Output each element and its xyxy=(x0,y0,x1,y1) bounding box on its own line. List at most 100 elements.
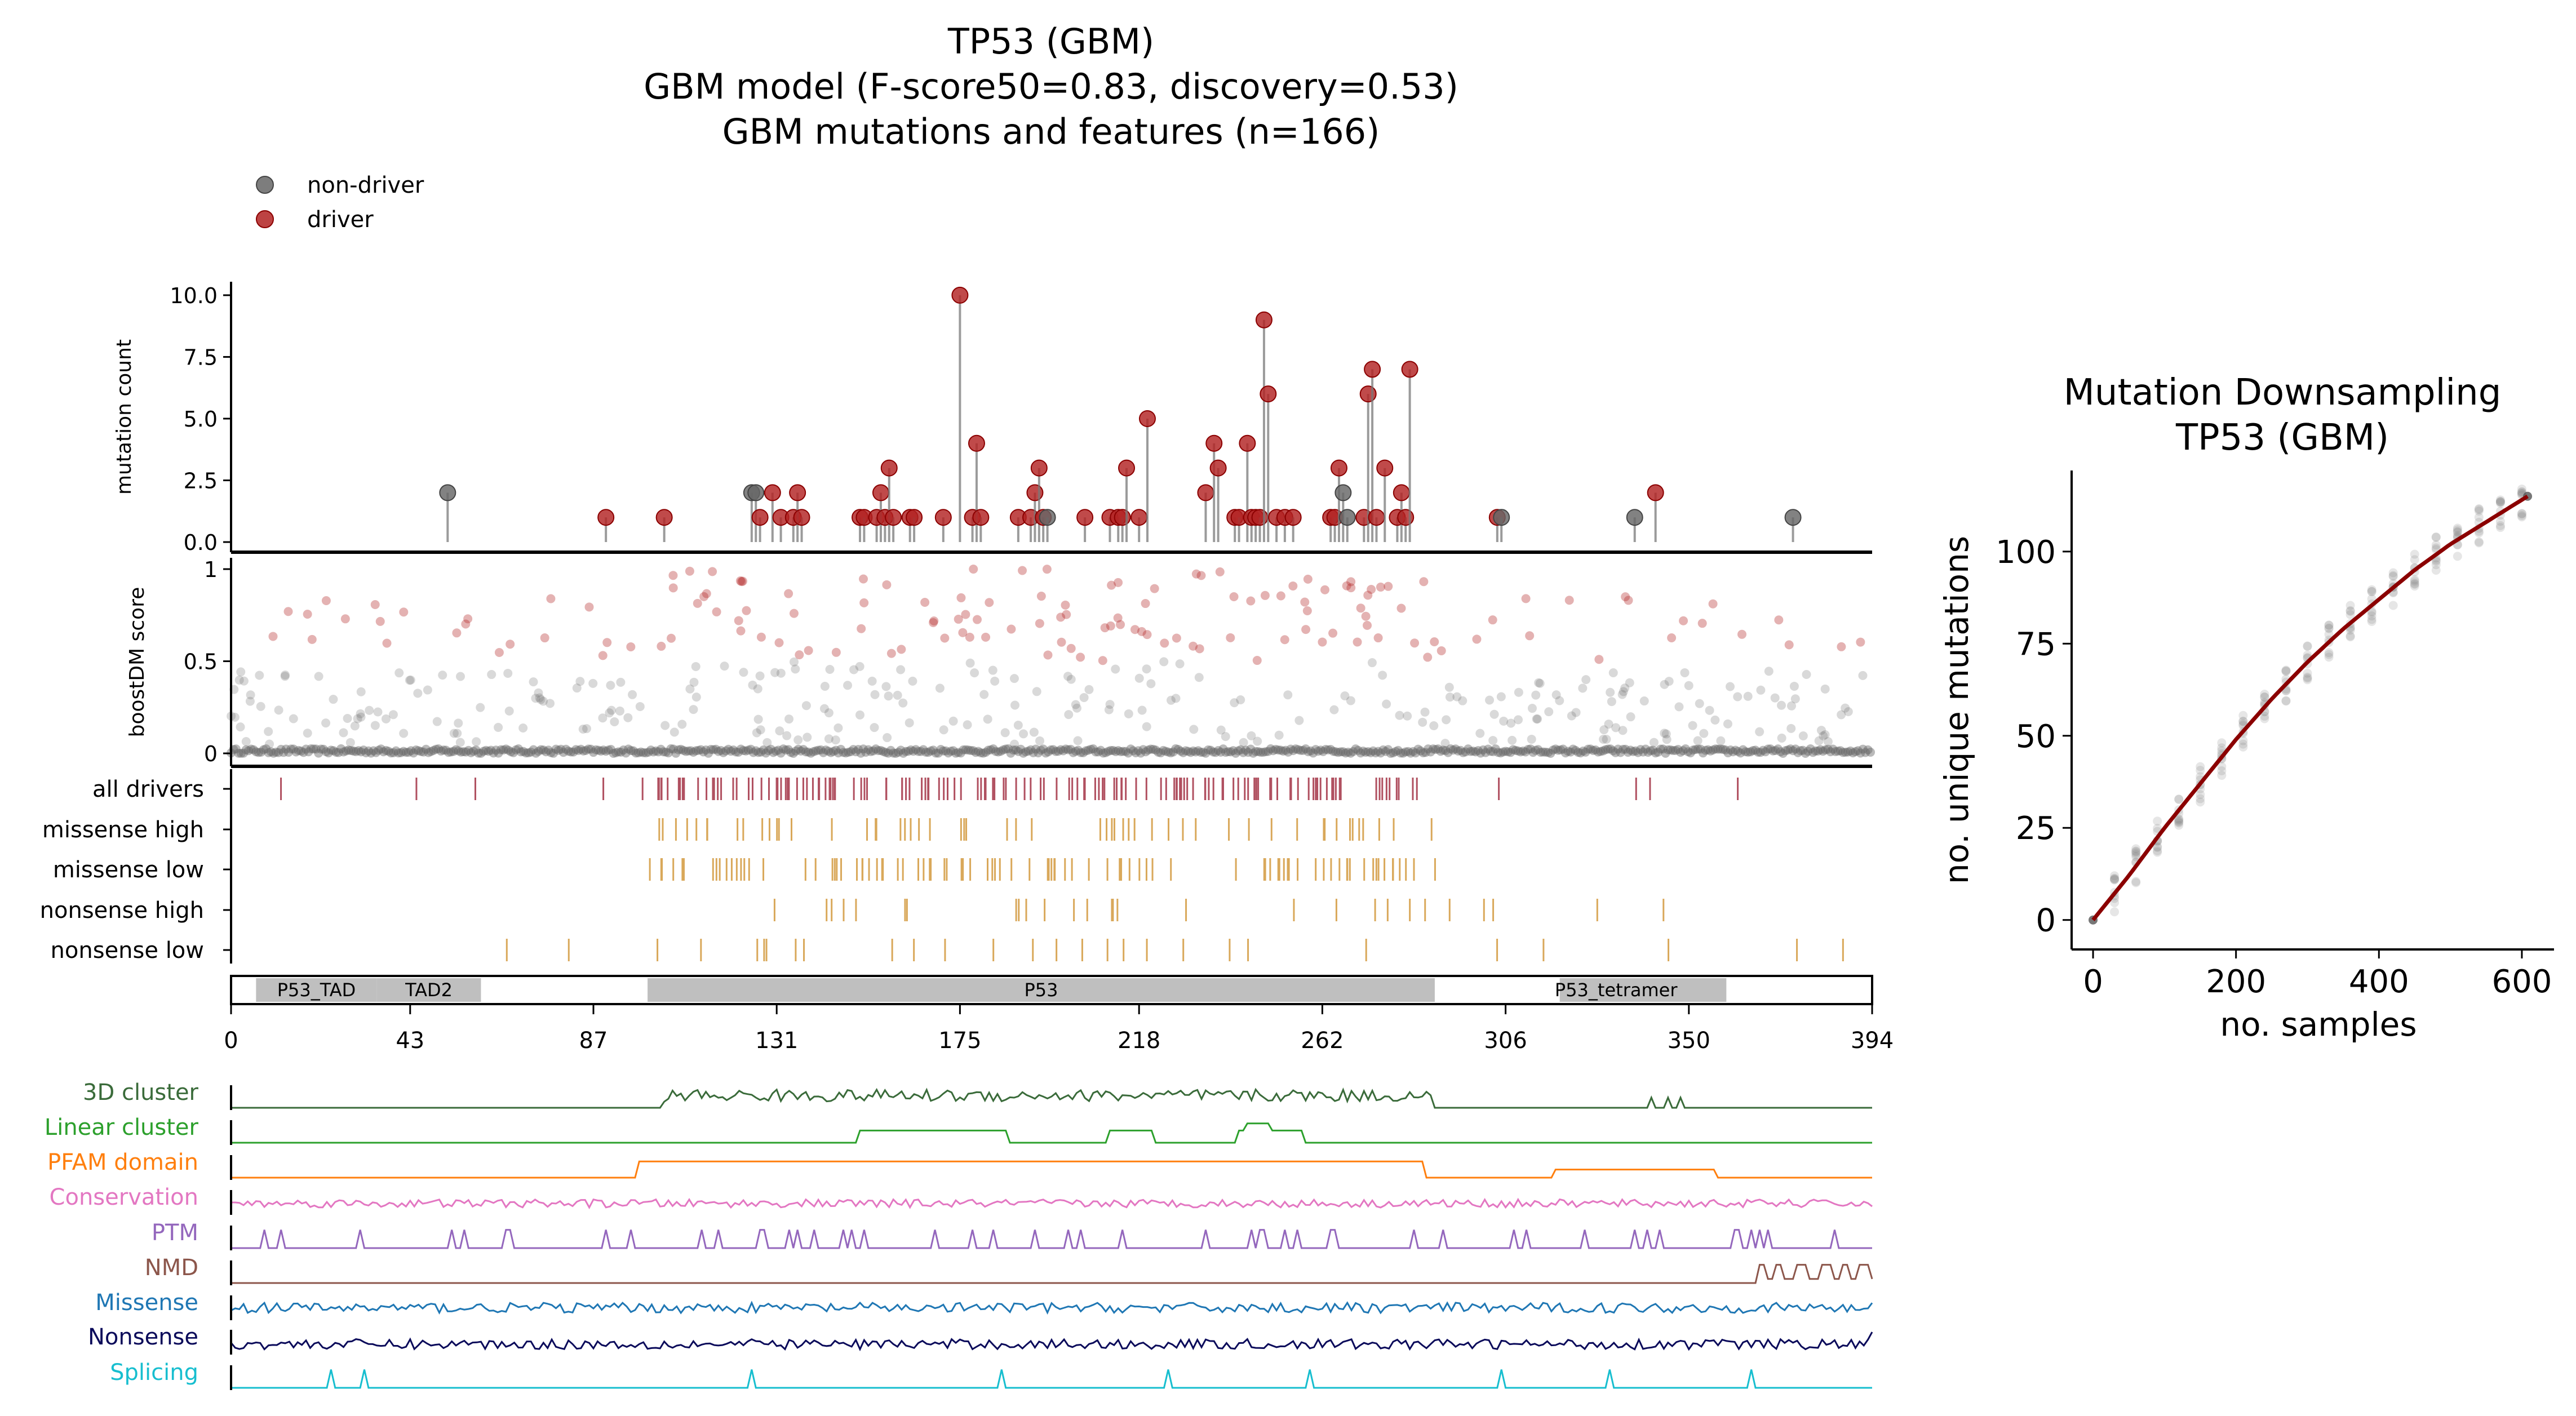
boostdm-point xyxy=(633,748,643,757)
boostdm-point xyxy=(521,748,531,758)
downsampling-sample-point xyxy=(2196,766,2205,775)
downsampling-sample-point xyxy=(2453,523,2462,533)
boostdm-point xyxy=(544,745,553,755)
downsampling-sample-point xyxy=(2110,873,2120,883)
domain-box xyxy=(376,978,481,1002)
boostdm-point xyxy=(1429,744,1438,754)
boostdm-point xyxy=(1382,699,1391,709)
boostdm-point xyxy=(345,738,355,747)
boostdm-point xyxy=(616,677,626,687)
boostdm-point xyxy=(1231,748,1240,758)
downsampling-sample-point xyxy=(2495,521,2505,530)
domain-label: TAD2 xyxy=(405,979,453,1001)
boostdm-point xyxy=(1171,744,1181,753)
downsampling-sample-point xyxy=(2453,525,2462,535)
boostdm-driver-point xyxy=(774,638,784,647)
boostdm-point xyxy=(1196,748,1205,757)
boostdm-point xyxy=(1663,745,1673,754)
boostdm-point xyxy=(1401,747,1411,757)
boostdm-point xyxy=(752,728,761,738)
boostdm-point xyxy=(954,748,963,757)
downsampling-sample-point xyxy=(2110,898,2120,907)
boostdm-point xyxy=(336,744,346,753)
boostdm-point xyxy=(1251,747,1261,756)
boostdm-point xyxy=(456,747,465,757)
boostdm-point xyxy=(1408,747,1418,756)
boostdm-driver-point xyxy=(1116,620,1125,629)
boostdm-point xyxy=(283,748,293,757)
boostdm-driver-point xyxy=(1737,629,1747,639)
boostdm-point xyxy=(376,744,386,754)
boostdm-point xyxy=(354,746,363,756)
boostdm-point xyxy=(1041,748,1050,758)
downsampling-sample-point xyxy=(2260,714,2269,723)
boostdm-point xyxy=(246,744,256,754)
lollipop-driver-point xyxy=(1205,434,1223,452)
boostdm-driver-point xyxy=(1856,637,1865,647)
boostdm-point xyxy=(1431,745,1440,754)
boostdm-point xyxy=(1660,729,1669,738)
boostdm-point xyxy=(1801,748,1810,758)
downsampling-sample-point xyxy=(2367,608,2377,618)
boostdm-driver-point xyxy=(1346,577,1356,587)
boostdm-point xyxy=(1032,687,1041,696)
boostdm-point xyxy=(589,748,598,757)
boostdm-point xyxy=(370,721,380,730)
boostdm-point xyxy=(1696,744,1705,754)
boostdm-point xyxy=(1738,745,1748,754)
boostdm-point xyxy=(459,747,468,757)
downsampling-sample-point xyxy=(2131,850,2141,859)
boostdm-point xyxy=(1208,747,1218,757)
boostdm-driver-point xyxy=(1191,569,1201,579)
boostdm-point xyxy=(1693,744,1703,754)
boostdm-point xyxy=(304,747,313,757)
boostdm-point xyxy=(1468,747,1478,756)
lollipop-driver-point xyxy=(1364,361,1381,378)
feature-label: PFAM domain xyxy=(47,1149,198,1175)
boostdm-point xyxy=(339,747,348,757)
downsampling-sample-point xyxy=(2367,587,2377,597)
boostdm-point xyxy=(1176,747,1186,756)
boostdm-point xyxy=(546,748,556,757)
feature-line xyxy=(231,1197,1873,1210)
boostdm-point xyxy=(553,745,563,755)
boostdm-point xyxy=(1568,744,1578,754)
boostdm-point xyxy=(245,696,255,706)
boostdm-point xyxy=(1861,748,1870,757)
boostdm-point xyxy=(474,748,484,758)
boostdm-driver-point xyxy=(859,574,868,584)
boostdm-driver-point xyxy=(1226,633,1235,642)
boostdm-point xyxy=(1084,745,1093,755)
boostdm-point xyxy=(1066,674,1076,684)
downsampling-mean-line xyxy=(2091,494,2529,921)
boostdm-point xyxy=(691,746,700,756)
boostdm-point xyxy=(489,748,498,758)
lollipop-driver-point xyxy=(1368,509,1385,526)
boostdm-point xyxy=(660,721,670,730)
boostdm-point xyxy=(1311,745,1320,754)
boostdm-point xyxy=(1633,748,1643,757)
boostdm-point xyxy=(1076,748,1085,757)
boostdm-point xyxy=(1603,744,1613,754)
downsampling-sample-point xyxy=(2217,771,2227,780)
boostdm-point xyxy=(1766,744,1775,754)
boostdm-driver-point xyxy=(506,640,515,649)
boostdm-point xyxy=(1276,745,1285,755)
boostdm-point xyxy=(1660,680,1669,689)
domain-xtick-label: 350 xyxy=(1668,1028,1710,1054)
lollipop-driver-point xyxy=(880,459,898,477)
boostdm-point xyxy=(776,748,786,758)
boostdm-point xyxy=(1013,721,1023,730)
boostdm-point xyxy=(1420,707,1430,717)
downsampling-sample-point xyxy=(2431,532,2441,542)
downsampling-sample-point xyxy=(2303,642,2312,651)
boostdm-point xyxy=(1516,747,1526,757)
boostdm-point xyxy=(1349,747,1358,756)
boostdm-point xyxy=(1706,746,1715,756)
boostdm-point xyxy=(1323,745,1333,754)
boostdm-driver-point xyxy=(1302,606,1312,616)
boostdm-point xyxy=(855,710,864,720)
track-label: nonsense low xyxy=(51,938,204,964)
boostdm-point xyxy=(1541,747,1550,757)
boostdm-point xyxy=(703,748,713,758)
